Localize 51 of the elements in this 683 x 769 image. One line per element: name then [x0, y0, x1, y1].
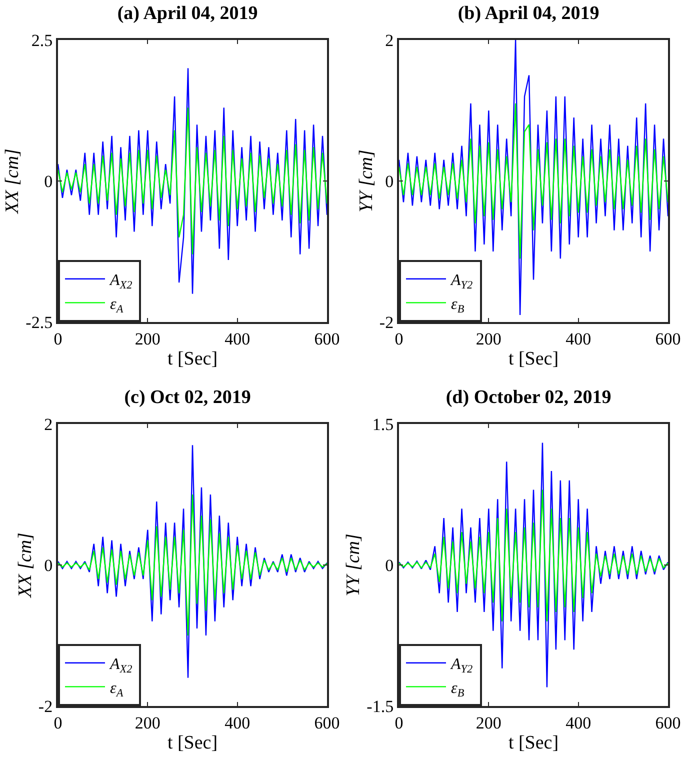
y-tick-label: 0: [44, 172, 53, 191]
y-tick-label: -2: [38, 696, 53, 716]
chart-title: (a) April 04, 2019: [117, 3, 258, 24]
y-tick-label: 2: [44, 414, 53, 434]
x-tick-label: 200: [134, 713, 160, 732]
x-tick-label: 400: [224, 329, 250, 348]
y-tick-label: -2.5: [26, 312, 53, 332]
x-tick-label: 600: [314, 329, 340, 348]
chart-title: (b) April 04, 2019: [458, 3, 600, 24]
y-tick-label: -2: [379, 312, 394, 332]
line-series: [58, 68, 327, 294]
x-tick-label: 600: [314, 713, 340, 732]
legend-label: A$_{Y2}$: [450, 272, 474, 292]
y-tick-label: 0: [44, 556, 53, 575]
x-axis-title: t [Sec]: [508, 732, 559, 754]
y-axis-title: YY [cm]: [343, 534, 364, 596]
y-tick-label: 2.5: [31, 30, 53, 50]
chart-title: (d) October 02, 2019: [446, 387, 612, 408]
x-tick-label: 600: [655, 713, 681, 732]
x-axis-title: t [Sec]: [508, 348, 559, 370]
y-axis-title: XX [cm]: [14, 532, 36, 598]
y-tick-label: 2: [385, 30, 394, 50]
x-axis-title: t [Sec]: [167, 732, 218, 754]
line-series: [399, 489, 668, 622]
legend-label: ε$_{A}$: [110, 296, 124, 316]
x-tick-label: 200: [476, 329, 502, 348]
legend-label: A$_{X2}$: [109, 272, 133, 292]
x-tick-label: 200: [476, 713, 502, 732]
y-tick-label: 1.5: [372, 414, 394, 434]
chart-title: (c) Oct 02, 2019: [124, 387, 251, 408]
line-series: [399, 102, 668, 260]
legend-label: A$_{Y2}$: [450, 656, 474, 676]
x-tick-label: 400: [224, 713, 250, 732]
y-tick-label: 0: [385, 556, 394, 575]
y-tick-label: -1.5: [366, 696, 394, 716]
x-tick-label: 400: [566, 329, 592, 348]
legend-label: ε$_{B}$: [451, 680, 464, 700]
y-tick-label: 0: [385, 172, 394, 191]
line-series: [58, 444, 327, 678]
x-tick-label: 600: [655, 329, 681, 348]
legend-label: ε$_{A}$: [110, 680, 124, 700]
line-series: [58, 107, 327, 255]
legend-label: A$_{X2}$: [109, 656, 133, 676]
x-tick-label: 200: [134, 329, 160, 348]
x-axis-title: t [Sec]: [167, 348, 218, 370]
y-axis-title: YY [cm]: [356, 150, 377, 212]
x-tick-label: 400: [566, 713, 592, 732]
line-series: [58, 494, 327, 636]
y-axis-title: XX [cm]: [2, 148, 24, 214]
line-series: [399, 40, 668, 316]
legend-label: ε$_{B}$: [451, 296, 464, 316]
